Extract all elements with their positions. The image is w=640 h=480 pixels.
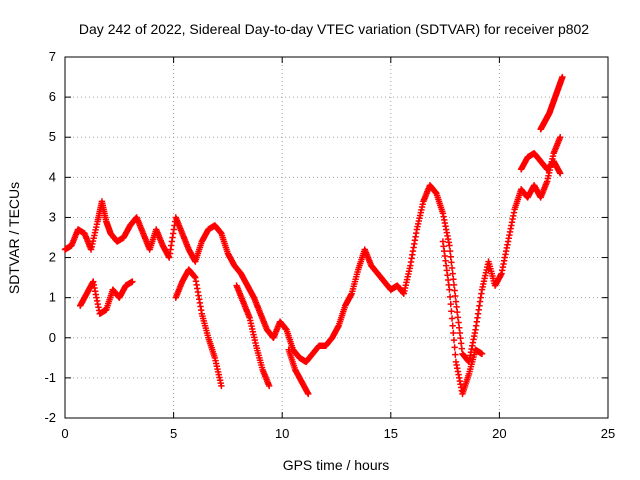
data-point xyxy=(305,390,312,398)
x-tick-label: 0 xyxy=(61,426,68,441)
y-tick-label: 0 xyxy=(49,330,56,345)
data-point xyxy=(448,308,455,315)
x-tick-label: 20 xyxy=(492,426,506,441)
data-point xyxy=(448,315,456,322)
data-point xyxy=(452,351,459,358)
y-tick-label: 5 xyxy=(49,129,56,144)
x-tick-label: 25 xyxy=(601,426,615,441)
data-point xyxy=(449,270,456,277)
data-point xyxy=(449,322,456,329)
y-tick-label: -1 xyxy=(44,370,56,385)
x-tick-label: 5 xyxy=(170,426,177,441)
data-point xyxy=(450,329,457,337)
x-axis-label: GPS time / hours xyxy=(283,457,390,473)
x-tick-label: 15 xyxy=(384,426,398,441)
y-tick-label: 1 xyxy=(49,290,56,305)
data-point xyxy=(446,293,454,301)
data-point xyxy=(265,382,273,390)
y-tick-label: 3 xyxy=(49,209,56,224)
x-tick-label: 10 xyxy=(275,426,289,441)
data-point xyxy=(450,336,458,344)
data-point xyxy=(451,287,458,294)
y-axis-label: SDTVAR / TECUs xyxy=(6,182,22,294)
data-point xyxy=(129,278,136,285)
data-point xyxy=(218,382,225,390)
data-point xyxy=(446,286,453,293)
data-point xyxy=(448,264,456,272)
y-tick-label: 6 xyxy=(49,89,56,104)
data-point xyxy=(557,134,564,141)
data-point xyxy=(447,253,454,260)
plot-frame xyxy=(64,56,609,419)
data-point xyxy=(446,242,453,249)
data-point xyxy=(450,276,457,283)
data-point xyxy=(559,73,566,81)
data-point xyxy=(452,292,459,300)
chart-title: Day 242 of 2022, Sidereal Day-to-day VTE… xyxy=(79,21,589,37)
grid xyxy=(65,57,608,418)
data-point xyxy=(446,247,454,255)
data-point xyxy=(448,259,455,266)
data-point xyxy=(451,344,458,351)
data-points xyxy=(61,73,566,398)
data-point xyxy=(447,300,454,308)
y-tick-label: 2 xyxy=(49,250,56,265)
tick-labels: 0 5 10 15 20 25 -2 -1 0 1 2 3 4 5 6 7 xyxy=(44,49,615,441)
data-point xyxy=(478,350,486,358)
y-tick-label: 7 xyxy=(49,49,56,64)
y-tick-label: -2 xyxy=(44,410,56,425)
y-tick-label: 4 xyxy=(49,169,56,184)
data-point xyxy=(557,170,564,177)
